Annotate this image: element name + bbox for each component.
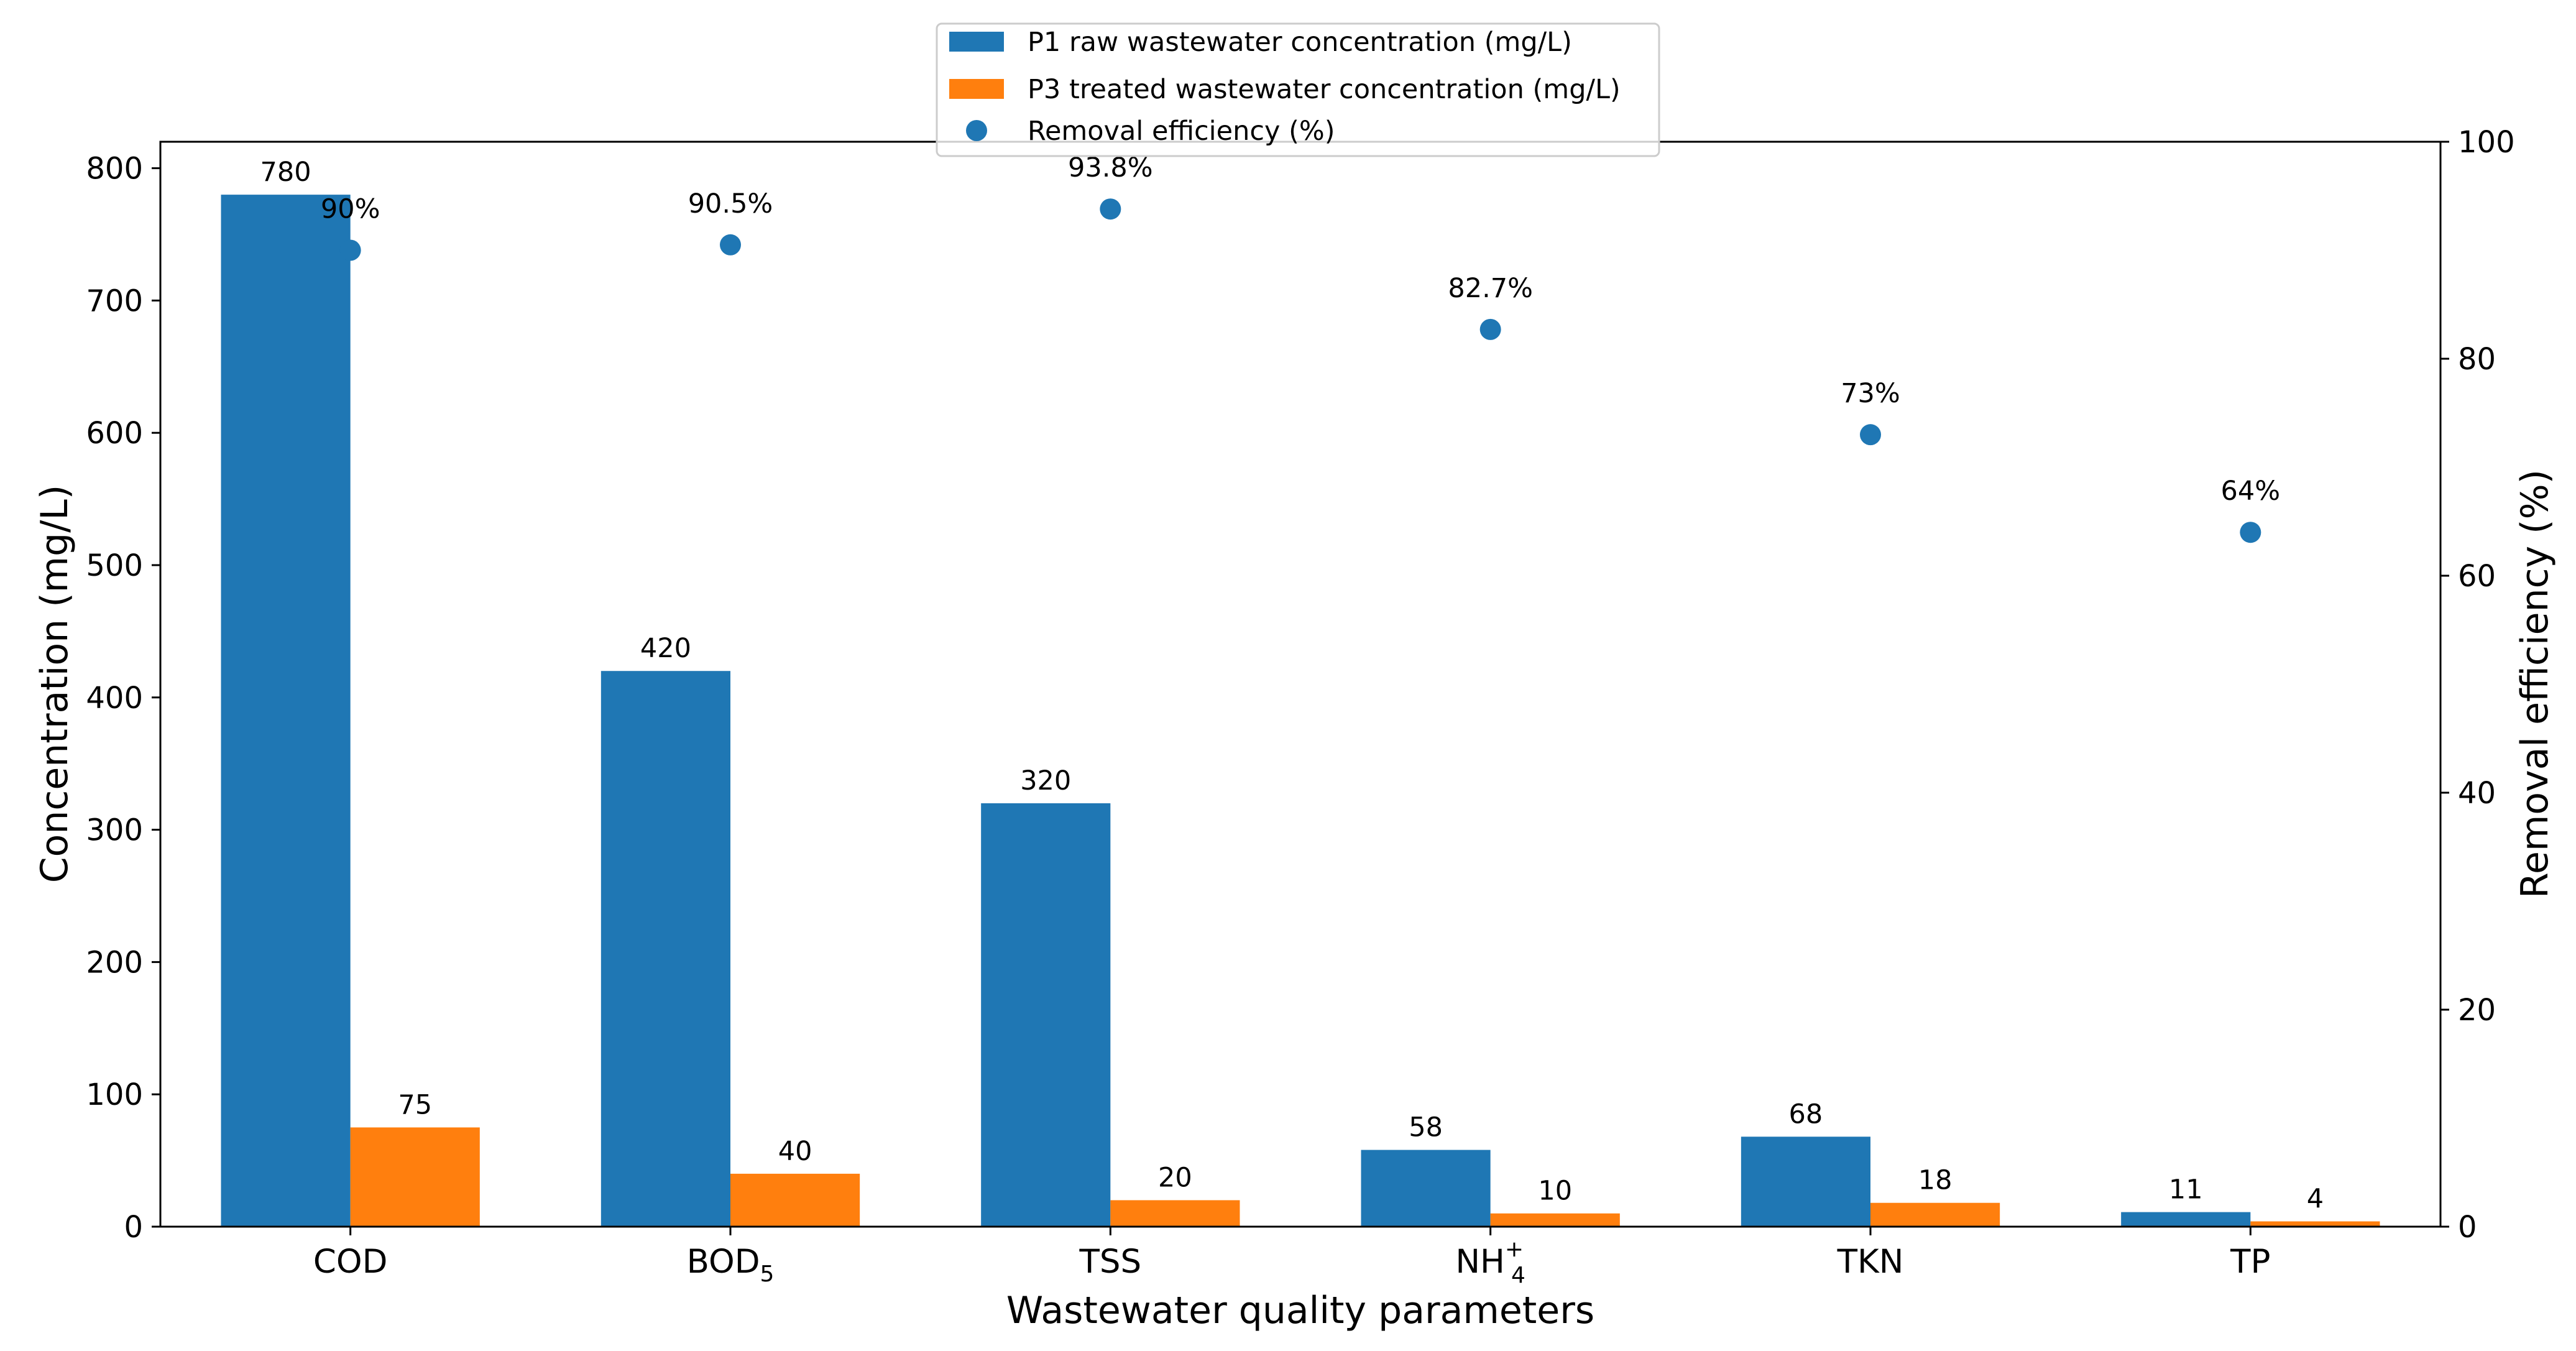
x-tick-label: TSS — [1079, 1243, 1141, 1281]
left-axis-ticks: 0 100 200 300 400 500 600 700 800 — [86, 152, 160, 1245]
marker-efficiency-tp — [2240, 522, 2261, 543]
legend-swatch-1 — [949, 79, 1004, 99]
y-tick-label: 400 — [86, 681, 143, 716]
bar-raw-tkn — [1741, 1137, 1870, 1227]
marker-efficiency-nh4 — [1479, 318, 1501, 340]
bar-raw-bod5 — [600, 671, 730, 1227]
y2-tick-label: 0 — [2458, 1210, 2477, 1245]
data-label-efficiency-bod5: 90.5% — [688, 188, 773, 219]
bar-treated-tss — [1110, 1200, 1240, 1227]
y-tick-label: 100 — [86, 1077, 143, 1112]
marker-efficiency-bod5 — [720, 234, 741, 256]
marker-efficiency-tss — [1100, 198, 1121, 220]
y-axis-title: Concentration (mg/L) — [33, 485, 76, 883]
bar-raw-tss — [981, 803, 1111, 1227]
y-tick-label: 200 — [86, 945, 143, 980]
legend-label-0: P1 raw wastewater concentration (mg/L) — [1028, 27, 1572, 58]
data-label-raw-bod5: 420 — [640, 633, 691, 664]
y2-tick-label: 20 — [2458, 993, 2496, 1028]
data-label-raw-tss: 320 — [1020, 765, 1071, 796]
data-label-treated-tkn: 18 — [1918, 1165, 1953, 1196]
data-label-raw-tkn: 68 — [1789, 1099, 1823, 1130]
plot-frame — [159, 141, 2442, 1228]
legend-swatch-0 — [949, 32, 1004, 52]
bar-raw-cod — [221, 195, 351, 1227]
legend-frame — [936, 22, 1660, 157]
x-axis-title: Wastewater quality parameters — [1006, 1289, 1594, 1332]
legend-label-1: P3 treated wastewater concentration (mg/… — [1028, 74, 1621, 105]
data-label-treated-nh4: 10 — [1538, 1176, 1572, 1207]
data-label-efficiency-tkn: 73% — [1841, 378, 1900, 409]
x-tick-label: TKN — [1837, 1243, 1904, 1281]
y2-tick-label: 80 — [2458, 342, 2496, 377]
x-tick-label: NH+ 4 — [1455, 1237, 1525, 1288]
legend-swatch-2 — [966, 120, 987, 141]
data-label-raw-nh4: 58 — [1409, 1112, 1443, 1143]
y2-tick-label: 40 — [2458, 776, 2496, 811]
bar-raw-nh4 — [1361, 1150, 1491, 1227]
bars-layer — [221, 195, 2380, 1227]
bar-treated-tkn — [1870, 1202, 2000, 1227]
data-label-efficiency-tss: 93.8% — [1068, 152, 1153, 183]
data-label-efficiency-nh4: 82.7% — [1448, 273, 1533, 304]
data-label-efficiency-cod: 90% — [321, 194, 380, 225]
y-tick-label: 300 — [86, 813, 143, 848]
y2-axis-title: Removal efficiency (%) — [2513, 469, 2557, 898]
x-axis-ticks: COD BOD5 TSS NH+ 4 TKN TP — [313, 1227, 2271, 1288]
bar-raw-tp — [2121, 1212, 2251, 1227]
x-tick-label: TP — [2230, 1243, 2270, 1281]
bar-treated-cod — [350, 1127, 480, 1227]
data-label-treated-bod5: 40 — [778, 1136, 812, 1167]
bar-treated-tp — [2250, 1221, 2380, 1227]
bar-treated-nh4 — [1490, 1213, 1620, 1227]
y-tick-label: 600 — [86, 416, 143, 451]
data-labels-layer: 780 75 90% 420 40 90.5% 320 20 93.8% 58 10 82.7% 68 1… — [260, 152, 2324, 1214]
legend-label-2: Removal efficiency (%) — [1028, 116, 1335, 147]
right-axis-ticks: 0 20 40 60 80 100 — [2440, 125, 2515, 1245]
y-tick-label: 0 — [124, 1210, 143, 1245]
data-label-treated-tss: 20 — [1158, 1162, 1192, 1193]
markers-layer — [339, 198, 2261, 543]
legend: P1 raw wastewater concentration (mg/L) P3… — [936, 22, 1660, 157]
y-tick-label: 700 — [86, 284, 143, 318]
y2-tick-label: 60 — [2458, 559, 2496, 594]
x-tick-label: BOD5 — [687, 1243, 775, 1287]
y2-tick-label: 100 — [2458, 125, 2515, 160]
marker-efficiency-tkn — [1860, 424, 1881, 446]
y-tick-label: 500 — [86, 548, 143, 583]
data-label-raw-cod: 780 — [260, 157, 311, 188]
data-label-treated-cod: 75 — [398, 1089, 432, 1120]
x-tick-label: COD — [313, 1243, 388, 1281]
marker-efficiency-cod — [339, 239, 361, 261]
data-label-efficiency-tp: 64% — [2221, 476, 2281, 507]
y-tick-label: 800 — [86, 152, 143, 187]
bar-treated-bod5 — [730, 1173, 860, 1227]
data-label-raw-tp: 11 — [2169, 1174, 2203, 1206]
data-label-treated-tp: 4 — [2307, 1183, 2324, 1214]
